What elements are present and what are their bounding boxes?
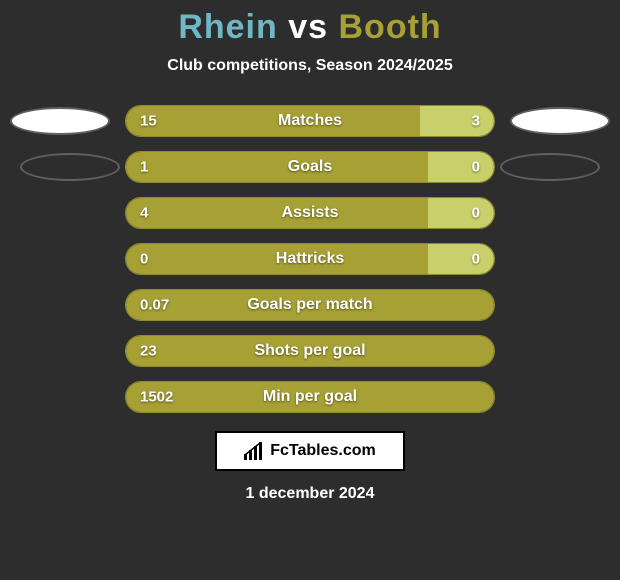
bar-fill-left xyxy=(126,106,420,136)
content-area: 15 Matches 3 1 Goals 0 4 Assists 0 0 Hattricks 0 0.0… xyxy=(0,105,620,413)
stat-label: Matches xyxy=(278,112,342,130)
stat-value-left: 15 xyxy=(140,113,157,130)
stat-value-left: 23 xyxy=(140,343,157,360)
stat-value-left: 0 xyxy=(140,251,148,268)
stat-value-left: 1 xyxy=(140,159,148,176)
bar-fill-right xyxy=(420,106,494,136)
bar-fill-right xyxy=(428,152,494,182)
stat-value-right: 0 xyxy=(472,251,480,268)
comparison-title: Rhein vs Booth xyxy=(0,0,620,47)
player2-club-crest-2 xyxy=(500,153,600,181)
stat-row: 0.07 Goals per match xyxy=(125,289,495,321)
stat-value-left: 0.07 xyxy=(140,297,169,314)
stat-row: 4 Assists 0 xyxy=(125,197,495,229)
title-vs: vs xyxy=(288,8,328,46)
stat-value-left: 4 xyxy=(140,205,148,222)
stat-row: 1502 Min per goal xyxy=(125,381,495,413)
stat-label: Min per goal xyxy=(263,388,357,406)
bar-fill-left xyxy=(126,152,428,182)
stat-row: 0 Hattricks 0 xyxy=(125,243,495,275)
stat-label: Goals per match xyxy=(247,296,372,314)
chart-icon xyxy=(244,442,264,460)
stat-value-right: 3 xyxy=(472,113,480,130)
stat-bars: 15 Matches 3 1 Goals 0 4 Assists 0 0 Hattricks 0 0.0… xyxy=(125,105,495,413)
stat-value-right: 0 xyxy=(472,205,480,222)
fctables-logo: FcTables.com xyxy=(215,431,405,471)
player1-club-crest-1 xyxy=(10,107,110,135)
bar-fill-right xyxy=(428,244,494,274)
stat-row: 15 Matches 3 xyxy=(125,105,495,137)
bar-fill-left xyxy=(126,198,428,228)
title-player2: Booth xyxy=(339,8,442,46)
stat-label: Shots per goal xyxy=(254,342,365,360)
title-player1: Rhein xyxy=(178,8,277,46)
bar-fill-right xyxy=(428,198,494,228)
stat-label: Hattricks xyxy=(276,250,344,268)
player2-club-crest-1 xyxy=(510,107,610,135)
date-label: 1 december 2024 xyxy=(0,485,620,503)
stat-value-right: 0 xyxy=(472,159,480,176)
stat-row: 1 Goals 0 xyxy=(125,151,495,183)
stat-label: Assists xyxy=(282,204,339,222)
stat-row: 23 Shots per goal xyxy=(125,335,495,367)
stat-label: Goals xyxy=(288,158,332,176)
subtitle: Club competitions, Season 2024/2025 xyxy=(0,57,620,75)
logo-text: FcTables.com xyxy=(270,442,376,460)
player1-club-crest-2 xyxy=(20,153,120,181)
stat-value-left: 1502 xyxy=(140,389,173,406)
